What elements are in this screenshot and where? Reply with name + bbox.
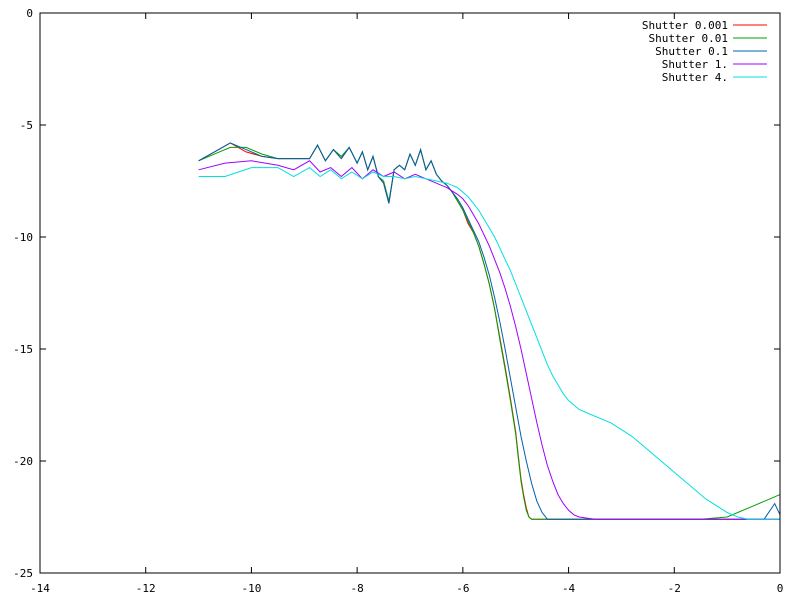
y-tick-label: -5: [20, 119, 33, 132]
x-tick-label: -6: [456, 582, 469, 595]
plot-frame: [39, 12, 781, 574]
y-axis: 0 -5 -10 -15 -20 -25: [13, 7, 780, 580]
legend-label: Shutter 0.1: [655, 45, 728, 58]
plot-lines: [198, 142, 781, 520]
x-tick-label: -2: [668, 582, 681, 595]
y-tick-label: -10: [13, 231, 33, 244]
x-axis: -14 -12 -10 -8 -6 -4 -2 0: [30, 13, 783, 595]
x-tick-label: -4: [562, 582, 576, 595]
y-tick-label: 0: [26, 7, 33, 20]
x-tick-label: 0: [777, 582, 784, 595]
series-line-1: [198, 142, 780, 520]
x-tick-label: -8: [351, 582, 364, 595]
legend-label: Shutter 0.01: [649, 32, 728, 45]
series-line-2: [198, 144, 781, 520]
series-line-4: [198, 160, 780, 520]
legend-label: Shutter 0.001: [642, 19, 728, 32]
series-line-5: [198, 166, 780, 520]
x-tick-label: -10: [241, 582, 261, 595]
series-line-3: [198, 142, 781, 520]
legend-label: Shutter 1.: [662, 58, 728, 71]
x-tick-label: -12: [136, 582, 156, 595]
y-tick-label: -25: [13, 567, 33, 580]
x-tick-label: -14: [30, 582, 50, 595]
y-tick-label: -20: [13, 455, 33, 468]
y-tick-label: -15: [13, 343, 33, 356]
legend-label: Shutter 4.: [662, 71, 728, 84]
